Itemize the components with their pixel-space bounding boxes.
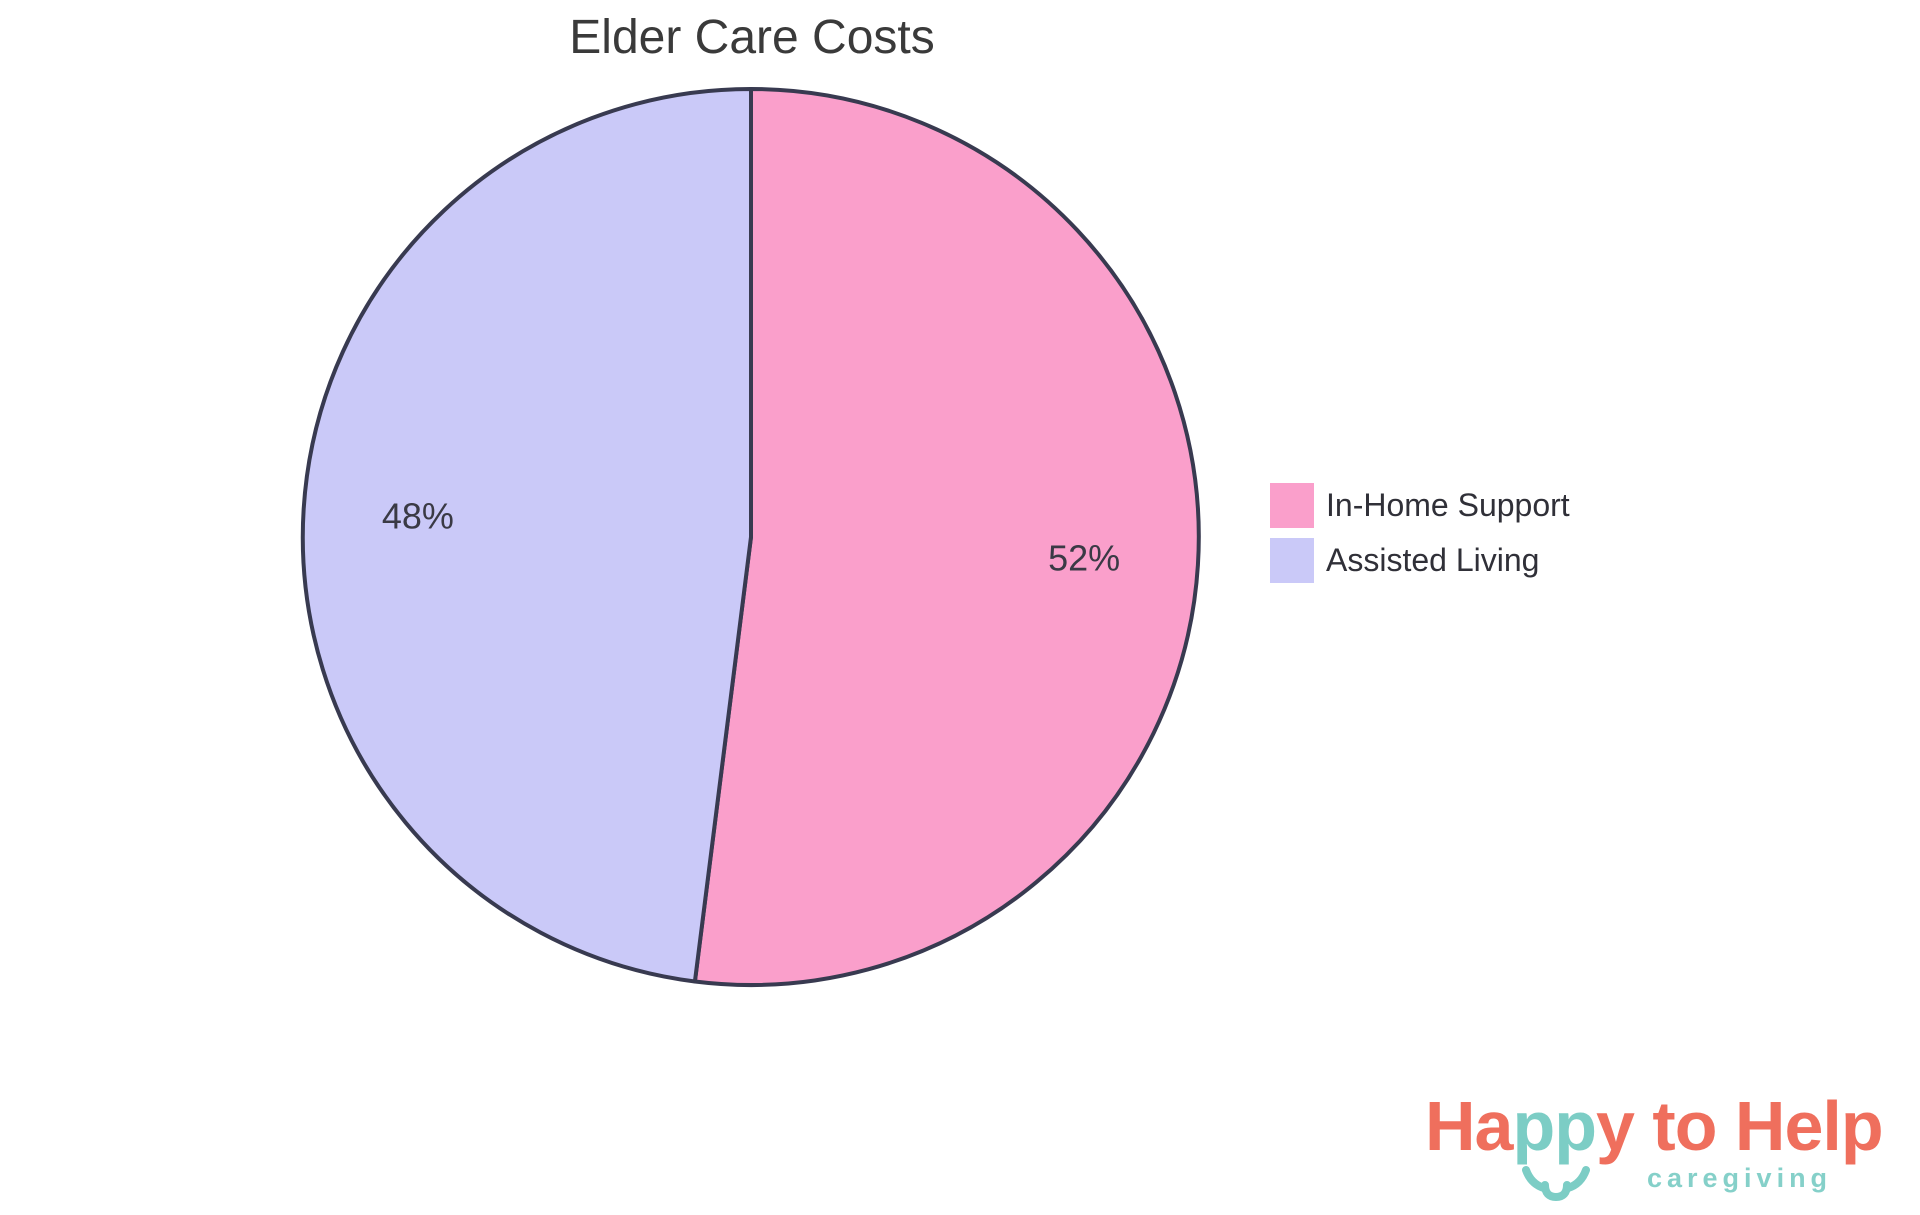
pie-slice-label: 48% — [382, 496, 454, 537]
logo-text-pp: pp — [1512, 1087, 1597, 1165]
legend-swatch — [1270, 483, 1314, 528]
logo-wordmark: Happy to Help — [1425, 1091, 1895, 1161]
pie-slice-assisted-living[interactable] — [300, 87, 753, 984]
legend-label: In-Home Support — [1326, 487, 1570, 523]
pie-labels: 52% 48% — [382, 496, 1120, 579]
pie-slice-label: 52% — [1048, 538, 1120, 579]
pie-slices — [300, 87, 1201, 987]
smile-icon — [1522, 1166, 1590, 1202]
logo: Happy to Help caregiving — [1425, 1091, 1895, 1202]
logo-tagline: caregiving — [1647, 1163, 1833, 1193]
pie-slice-in-home-support[interactable] — [692, 87, 1201, 987]
legend-label: Assisted Living — [1326, 542, 1540, 578]
legend-item[interactable]: Assisted Living — [1270, 538, 1570, 583]
legend: In-Home Support Assisted Living — [1270, 483, 1570, 583]
legend-item[interactable]: In-Home Support — [1270, 483, 1570, 528]
chart-title: Elder Care Costs — [569, 11, 935, 64]
logo-text-ha: Ha — [1425, 1087, 1513, 1165]
legend-swatch — [1270, 538, 1314, 583]
logo-text-y-to-help: y to Help — [1596, 1087, 1884, 1165]
